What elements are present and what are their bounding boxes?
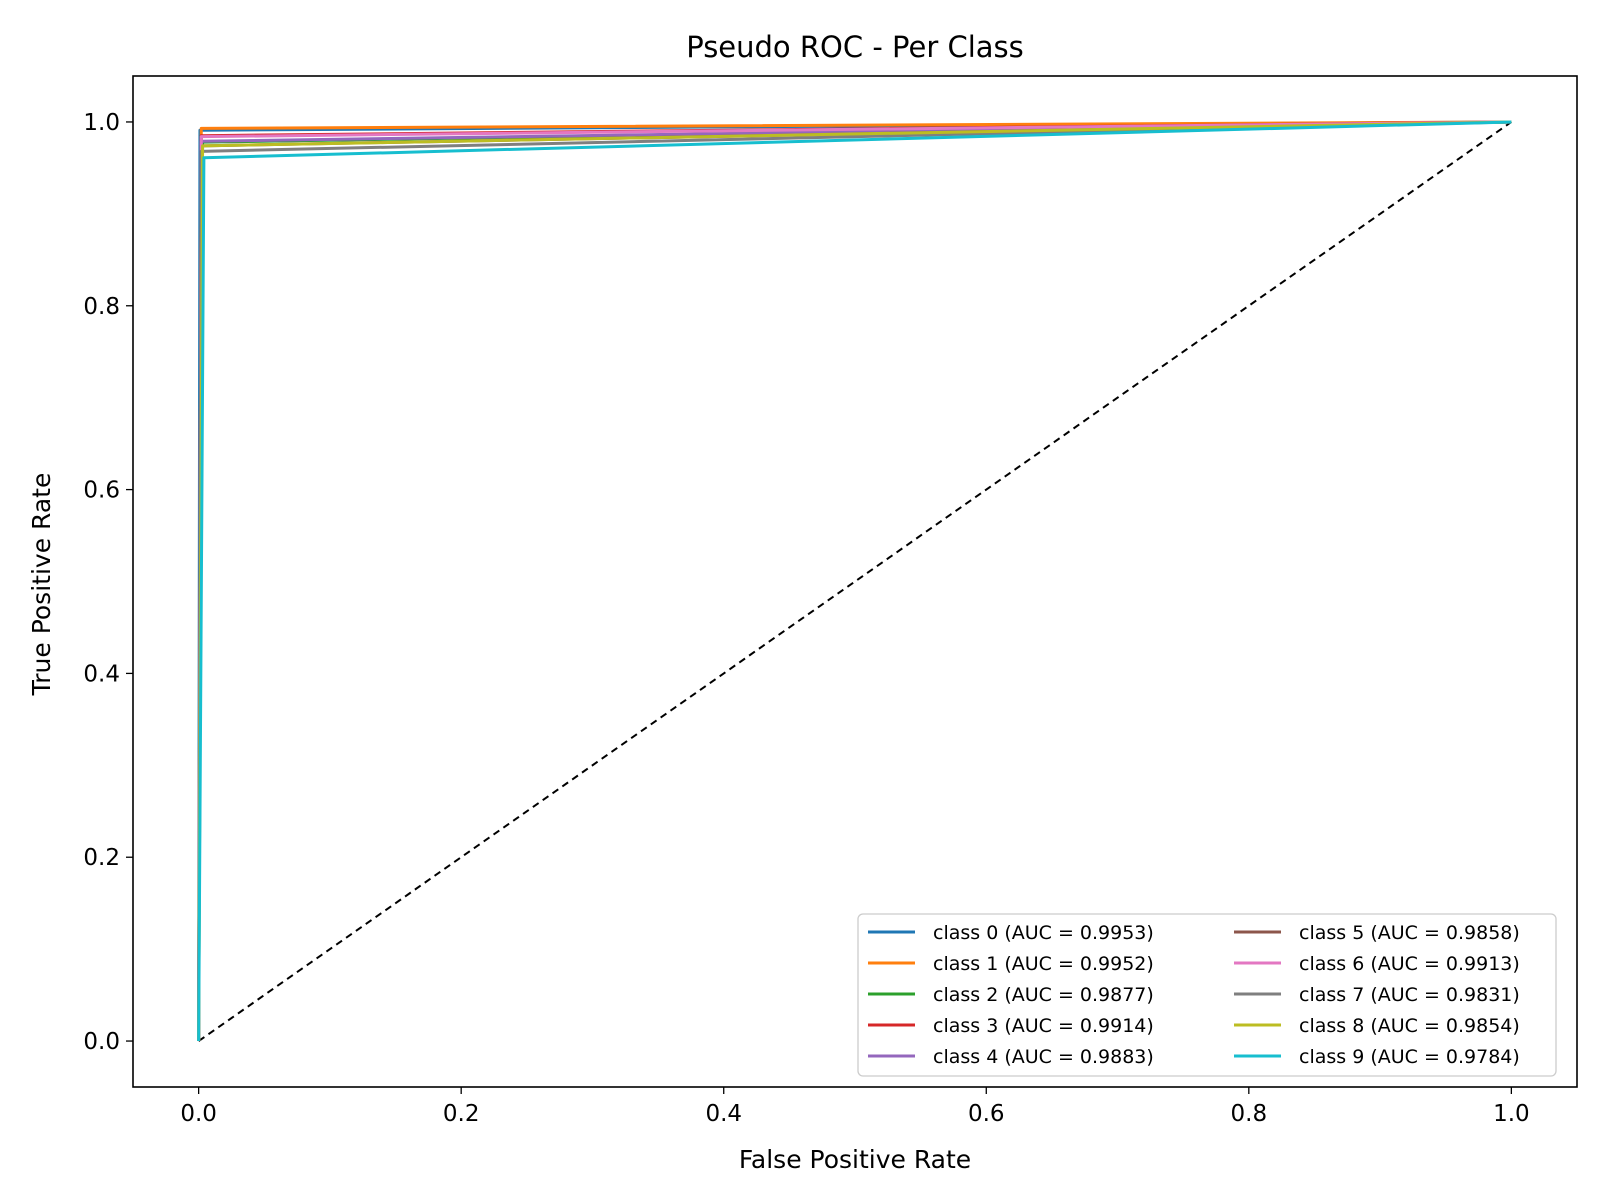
y-tick-label: 0.4 bbox=[83, 661, 120, 687]
y-tick-label: 0.2 bbox=[83, 845, 120, 871]
legend-label-class-9: class 9 (AUC = 0.9784) bbox=[1299, 1046, 1520, 1068]
legend-label-class-4: class 4 (AUC = 0.9883) bbox=[933, 1046, 1154, 1068]
plot-area: 0.0 0.2 0.4 0.6 0.8 1.0 0.0 0.2 0.4 0.6 0.8 1.0 bbox=[83, 75, 1578, 1127]
x-tick-label: 1.0 bbox=[1493, 1101, 1530, 1127]
plot-frame bbox=[132, 75, 1578, 1088]
x-tick-label: 0.0 bbox=[180, 1101, 217, 1127]
legend-label-class-3: class 3 (AUC = 0.9914) bbox=[933, 1015, 1154, 1037]
legend: class 0 (AUC = 0.9953) class 1 (AUC = 0.9… bbox=[857, 913, 1557, 1077]
chance-diagonal-line bbox=[198, 121, 1512, 1042]
x-tick-label: 0.6 bbox=[968, 1101, 1005, 1127]
legend-label-class-2: class 2 (AUC = 0.9877) bbox=[933, 984, 1154, 1006]
legend-label-class-8: class 8 (AUC = 0.9854) bbox=[1299, 1015, 1520, 1037]
y-axis-label: True Positive Rate bbox=[27, 473, 56, 697]
legend-label-class-6: class 6 (AUC = 0.9913) bbox=[1299, 953, 1520, 975]
y-tick-label: 1.0 bbox=[83, 110, 120, 136]
series-group bbox=[197, 120, 1512, 1042]
y-tick-label: 0.8 bbox=[83, 294, 120, 320]
x-tick-label: 0.2 bbox=[443, 1101, 480, 1127]
series-line-class-9 bbox=[197, 120, 1512, 1042]
legend-label-class-7: class 7 (AUC = 0.9831) bbox=[1299, 984, 1520, 1006]
y-tick-label: 0.6 bbox=[83, 478, 120, 504]
x-tick-label: 0.4 bbox=[705, 1101, 742, 1127]
legend-label-class-5: class 5 (AUC = 0.9858) bbox=[1299, 922, 1520, 944]
x-axis-label: False Positive Rate bbox=[739, 1145, 971, 1174]
y-tick-label: 0.0 bbox=[83, 1029, 120, 1055]
x-tick-label: 0.8 bbox=[1231, 1101, 1268, 1127]
legend-label-class-1: class 1 (AUC = 0.9952) bbox=[933, 953, 1154, 975]
legend-label-class-0: class 0 (AUC = 0.9953) bbox=[933, 922, 1154, 944]
chart-title: Pseudo ROC - Per Class bbox=[686, 30, 1024, 64]
legend-box bbox=[857, 913, 1557, 1077]
